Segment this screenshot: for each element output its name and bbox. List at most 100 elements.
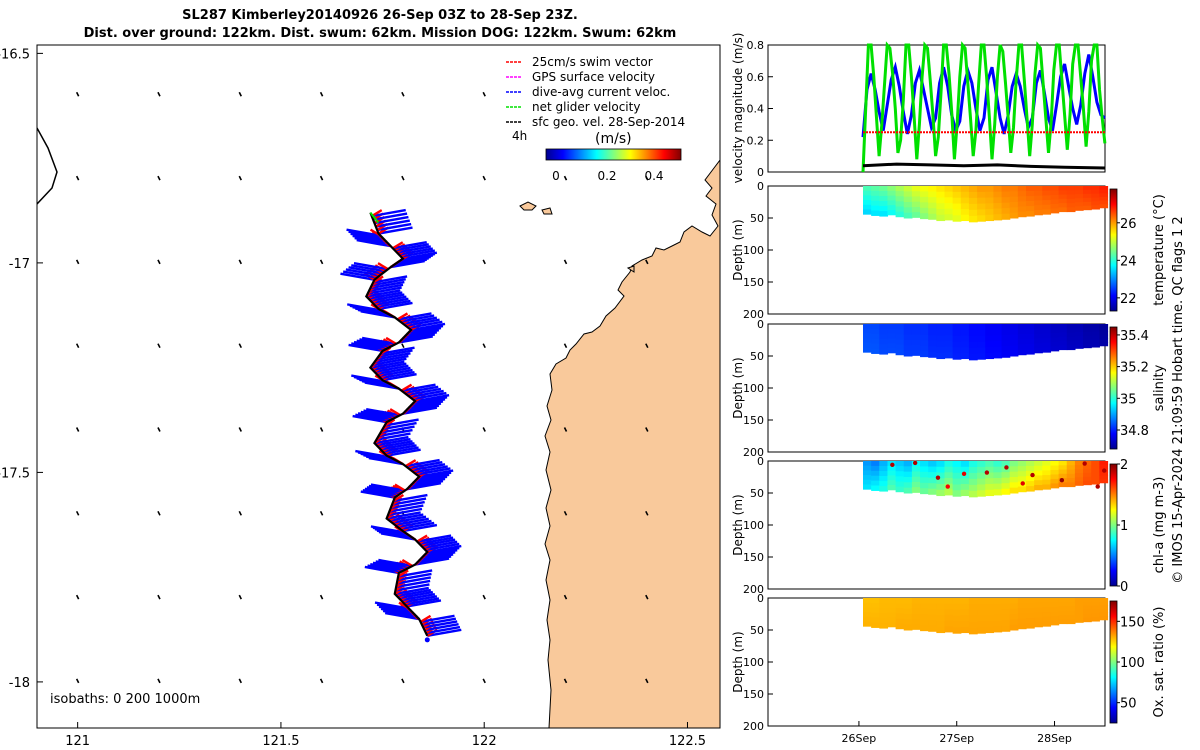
section-cell [968,621,978,629]
section-cell [1017,201,1027,207]
section-cell [1017,191,1027,197]
section-cell [895,608,905,614]
section-cell [1042,209,1052,215]
section-cell [1058,345,1068,351]
section-cell [920,603,929,610]
map-y-tick-label: -16.5 [0,47,30,62]
section-cell [887,200,897,206]
section-cell [1074,602,1084,607]
section-cell [985,615,994,622]
section-cell [1009,466,1019,473]
dive-current-vector [408,479,444,489]
section-cell [1083,480,1092,486]
dive-current-vector [366,289,401,298]
section-cell [1066,606,1076,612]
section-cell [1074,477,1084,482]
section-cell [1026,613,1035,619]
section-cell [903,608,913,615]
section-cell [920,477,929,484]
section-cell [1083,476,1092,482]
section-cell [895,339,905,345]
section-cell [1083,472,1092,478]
dive-current-vector [356,339,391,348]
section-cell [879,623,889,629]
dive-current-vector [384,446,419,455]
section-cell [977,324,986,331]
section-cell [977,484,986,491]
dive-current-vector [416,555,452,564]
section-cell [1091,335,1100,340]
section-cell [928,191,937,198]
dive-current-vector [402,595,438,604]
section-cell [911,350,921,356]
depth-tick-label: 200 [743,446,764,459]
section-cell [993,214,1003,221]
section-cell [1050,186,1060,191]
section-cell [944,609,954,616]
section-cell [968,466,978,474]
current-vector [563,594,568,600]
section-cell [920,471,929,478]
section-cell [887,333,897,339]
section-cell [1026,476,1035,482]
section-cell [1026,603,1035,609]
depth-tick-label: 200 [743,308,764,321]
section-cell [1042,475,1052,481]
depth-tick-label: 50 [750,350,764,363]
section-cell [920,488,929,495]
dive-current-vector [389,504,424,513]
section-cell [1034,617,1043,623]
section-cell [879,349,889,355]
dive-current-vector [414,473,450,482]
dive-current-vector [404,404,440,413]
swim-vector [385,336,397,345]
section-cell [920,329,929,336]
section-cell [960,347,970,354]
section-cell [944,489,954,496]
dive-current-vector [405,318,440,327]
section-cell [1066,336,1076,342]
section-cell [977,615,986,622]
section-cell [887,602,897,609]
map-x-tick-label: 122 [472,734,497,749]
section-cell [993,609,1003,616]
section-cell [993,340,1003,348]
dive-current-vector [406,402,442,411]
section-cell [977,609,986,617]
time-tick-label: 27Sep [939,732,974,745]
section-cell [1074,186,1084,191]
section-cell [977,472,986,480]
colorbar-tick-label: 100 [1120,656,1145,671]
glider-track-line [364,212,429,637]
section-cell [928,609,937,616]
section-cell [1066,619,1076,625]
map-panel: 121 121.5 122 122.5 -16.5 -17 -17.5 -18 25cm/s… [0,44,721,749]
section-cell [920,619,929,626]
depth-tick-label: 150 [743,276,764,289]
section-cell [1066,328,1076,334]
current-vector [157,427,161,432]
section-cell [911,339,921,346]
dive-current-vector [372,212,408,221]
section-cell [952,341,962,348]
section-cell [1034,602,1043,609]
section-cell [887,485,897,491]
colorbar-tick-label: 150 [1120,615,1145,630]
section-cell [968,478,978,486]
section-cell [936,598,946,605]
dive-current-vector [374,364,409,374]
dive-current-vector [352,414,387,424]
colorbar-tick-label: 0.4 [644,169,663,183]
current-vector [645,427,649,432]
section-cell [887,343,897,349]
section-cell [920,625,929,632]
section-cell [1034,200,1043,206]
velocity-y-label: velocity magnitude (m/s) [731,33,745,184]
section-cell [903,619,913,626]
section-cell [1091,324,1100,329]
section-cell [887,205,897,211]
section-cell [1074,206,1084,211]
section-cell [1091,476,1100,481]
dive-current-vector [361,336,397,346]
section-cell [879,344,889,350]
